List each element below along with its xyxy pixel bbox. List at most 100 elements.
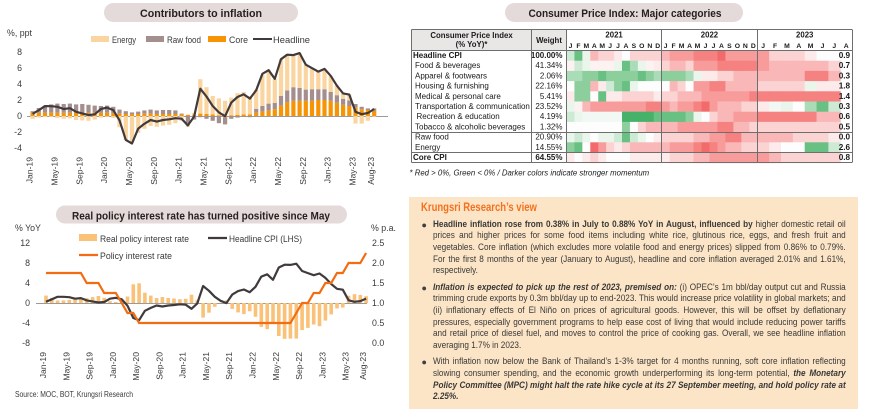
- svg-text:* Red > 0%, Green < 0% / Darke: * Red > 0%, Green < 0% / Darker colors i…: [410, 169, 650, 178]
- svg-text:4.19%: 4.19%: [540, 112, 563, 121]
- svg-text:0.6: 0.6: [839, 112, 851, 121]
- svg-text:14.55%: 14.55%: [535, 143, 562, 152]
- svg-text:M: M: [695, 43, 701, 50]
- svg-text:4: 4: [17, 79, 22, 89]
- svg-text:May-20: May-20: [131, 352, 141, 381]
- svg-text:May-21: May-21: [199, 157, 209, 186]
- svg-text:Core CPI: Core CPI: [413, 153, 447, 162]
- svg-text:2022: 2022: [701, 31, 719, 40]
- svg-text:Energy: Energy: [112, 35, 136, 45]
- svg-text:J: J: [608, 43, 612, 50]
- svg-text:A: A: [719, 43, 724, 50]
- svg-text:100.00%: 100.00%: [531, 51, 563, 60]
- svg-text:D: D: [655, 43, 660, 50]
- svg-text:M: M: [679, 43, 685, 50]
- svg-text:Food & beverages: Food & beverages: [415, 61, 480, 70]
- svg-text:2.5: 2.5: [372, 238, 384, 248]
- svg-text:May-23: May-23: [341, 352, 351, 381]
- svg-text:1.4: 1.4: [839, 92, 851, 101]
- svg-text:Real policy interest rate: Real policy interest rate: [100, 234, 189, 244]
- svg-text:S: S: [632, 43, 637, 50]
- svg-text:2: 2: [17, 95, 22, 105]
- svg-text:A: A: [624, 43, 629, 50]
- svg-text:Medical & personal care: Medical & personal care: [415, 92, 501, 101]
- svg-text:Jan-21: Jan-21: [178, 352, 188, 378]
- svg-text:Energy: Energy: [415, 143, 440, 152]
- svg-text:%, ppt: %, ppt: [7, 28, 32, 38]
- svg-text:Sep-21: Sep-21: [224, 352, 234, 380]
- svg-text:Jan-21: Jan-21: [174, 157, 184, 183]
- svg-text:Raw food: Raw food: [167, 35, 201, 45]
- svg-text:2021: 2021: [605, 31, 623, 40]
- svg-text:0: 0: [25, 298, 30, 308]
- svg-text:6: 6: [17, 63, 22, 73]
- svg-text:J: J: [712, 43, 716, 50]
- svg-text:(% YoY)*: (% YoY)*: [456, 40, 489, 49]
- svg-text:Recreation & education: Recreation & education: [417, 112, 500, 121]
- svg-text:Raw food: Raw food: [415, 133, 449, 142]
- svg-text:A: A: [844, 43, 849, 50]
- svg-text:Consumer Price Index: Major ca: Consumer Price Index: Major categories: [529, 8, 722, 20]
- svg-text:A: A: [592, 43, 597, 50]
- svg-text:-4: -4: [14, 143, 22, 153]
- svg-text:Jan-22: Jan-22: [248, 352, 258, 378]
- svg-text:M: M: [599, 43, 605, 50]
- svg-text:J: J: [664, 43, 668, 50]
- svg-text:May-23: May-23: [348, 157, 358, 186]
- svg-text:J: J: [704, 43, 708, 50]
- svg-text:D: D: [751, 43, 756, 50]
- svg-text:F: F: [672, 43, 676, 50]
- svg-text:Aug-23: Aug-23: [366, 157, 376, 185]
- svg-text:May-21: May-21: [201, 352, 211, 381]
- svg-text:Jan-22: Jan-22: [248, 157, 258, 183]
- svg-text:Jan-19: Jan-19: [38, 352, 48, 378]
- svg-text:Consumer Price Index: Consumer Price Index: [430, 31, 513, 40]
- svg-text:12: 12: [20, 238, 30, 248]
- svg-text:M: M: [808, 43, 814, 50]
- svg-text:Source: MOC, BOT, Krungsri Res: Source: MOC, BOT, Krungsri Research: [15, 389, 133, 399]
- svg-text:1.8: 1.8: [839, 82, 851, 91]
- svg-text:0.0: 0.0: [839, 133, 851, 142]
- svg-text:Aug-23: Aug-23: [358, 352, 368, 380]
- svg-text:J: J: [821, 43, 825, 50]
- svg-text:J: J: [761, 43, 765, 50]
- svg-text:2023: 2023: [796, 31, 814, 40]
- svg-text:20.90%: 20.90%: [535, 133, 562, 142]
- svg-text:J: J: [616, 43, 620, 50]
- svg-text:M: M: [583, 43, 589, 50]
- svg-text:Real policy interest rate has: Real policy interest rate has turned pos…: [72, 210, 331, 222]
- svg-text:0: 0: [17, 111, 22, 121]
- svg-text:Jan-20: Jan-20: [99, 157, 109, 183]
- svg-text:O: O: [639, 43, 644, 50]
- svg-text:Contributors to inflation: Contributors to inflation: [140, 8, 262, 20]
- svg-text:0.3: 0.3: [839, 102, 851, 111]
- svg-text:23.52%: 23.52%: [535, 102, 562, 111]
- svg-text:1.0: 1.0: [372, 298, 384, 308]
- svg-text:J: J: [832, 43, 836, 50]
- svg-text:0.5: 0.5: [372, 318, 384, 328]
- svg-text:Jan-23: Jan-23: [317, 352, 327, 378]
- svg-text:1.5: 1.5: [372, 278, 384, 288]
- svg-text:F: F: [576, 43, 580, 50]
- svg-text:N: N: [647, 43, 652, 50]
- svg-text:2.0: 2.0: [372, 258, 384, 268]
- svg-text:Headline CPI: Headline CPI: [413, 51, 462, 60]
- svg-text:4: 4: [25, 278, 30, 288]
- svg-text:A: A: [796, 43, 801, 50]
- svg-text:Policy interest rate: Policy interest rate: [100, 251, 172, 261]
- svg-text:2.6: 2.6: [839, 143, 851, 152]
- svg-text:0.3: 0.3: [839, 71, 851, 80]
- svg-text:22.16%: 22.16%: [535, 82, 562, 91]
- svg-text:Sep-22: Sep-22: [298, 157, 308, 185]
- svg-text:Sep-22: Sep-22: [294, 352, 304, 380]
- svg-text:8: 8: [17, 47, 22, 57]
- svg-text:Housing & furnishing: Housing & furnishing: [415, 82, 489, 91]
- svg-text:Jan-20: Jan-20: [108, 352, 118, 378]
- svg-text:Jan-19: Jan-19: [25, 157, 35, 183]
- svg-text:May-22: May-22: [273, 157, 283, 186]
- svg-text:0.5: 0.5: [839, 122, 851, 131]
- svg-text:1.32%: 1.32%: [540, 122, 563, 131]
- svg-text:-2: -2: [14, 127, 22, 137]
- svg-text:F: F: [773, 43, 777, 50]
- svg-text:0.8: 0.8: [839, 153, 851, 162]
